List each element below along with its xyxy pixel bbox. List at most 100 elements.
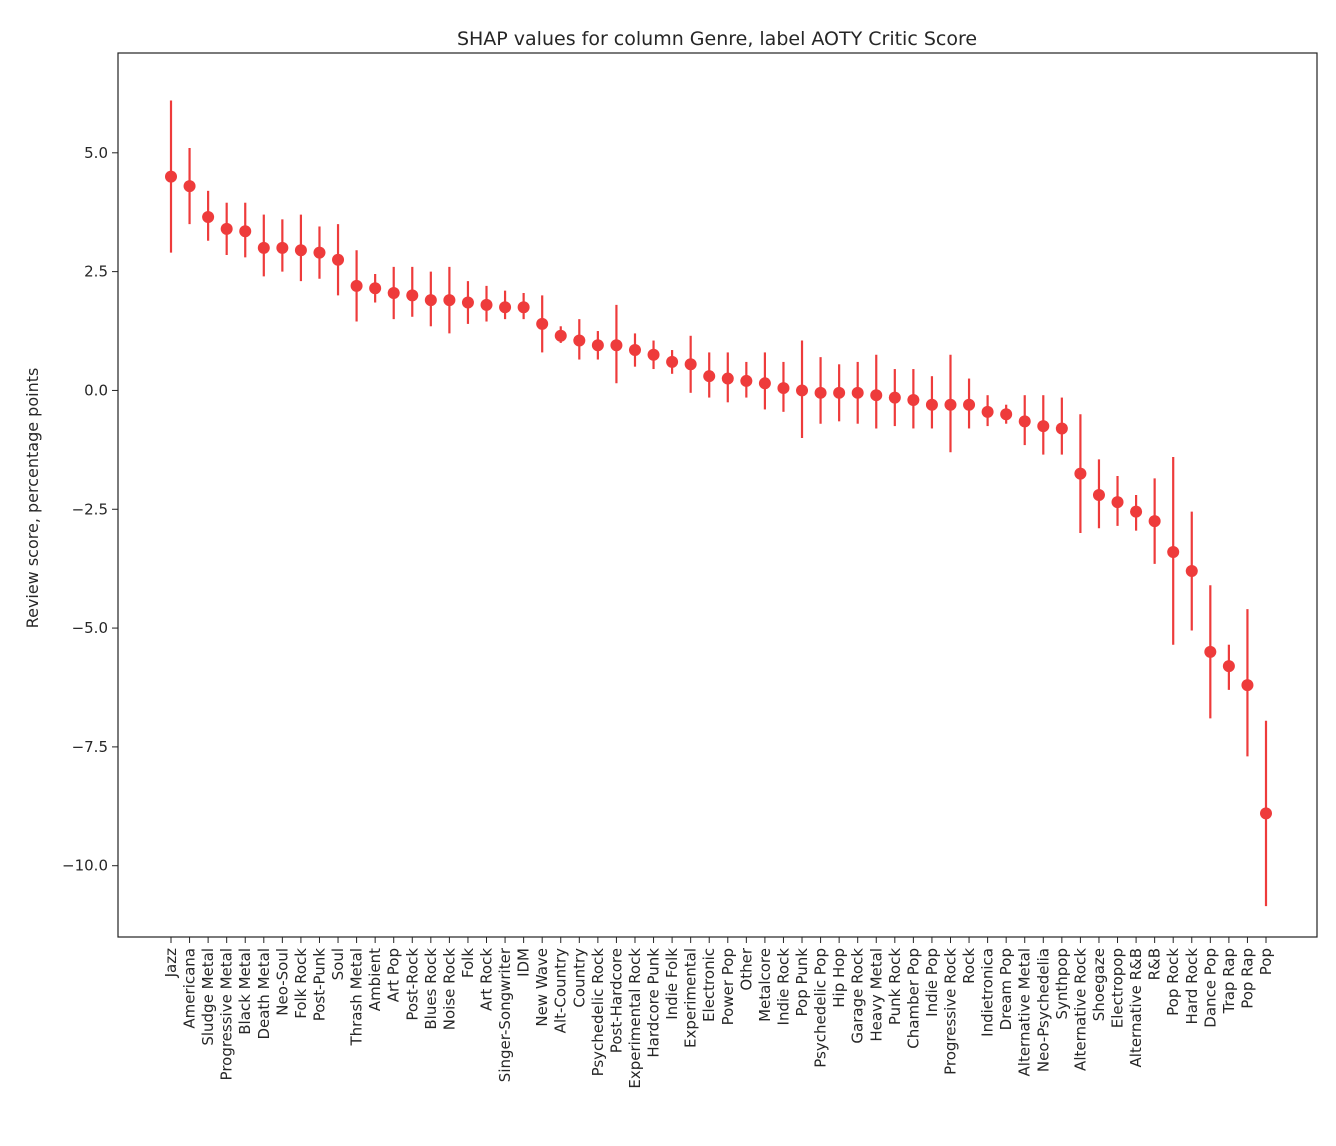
x-tick-label: Other [737, 947, 755, 990]
data-point [443, 294, 456, 307]
data-point [369, 282, 382, 295]
y-tick-label: 0.0 [84, 381, 108, 399]
x-tick-label: Heavy Metal [867, 948, 885, 1042]
y-tick-label: −10.0 [62, 857, 108, 875]
data-point [573, 334, 586, 347]
data-point [239, 225, 252, 238]
data-point [554, 329, 567, 342]
x-tick-label: Electronic [700, 948, 718, 1022]
x-tick-label: Indie Pop [923, 948, 941, 1017]
x-tick-label: Hip Hop [830, 948, 848, 1008]
x-tick-label: Garage Rock [849, 948, 867, 1044]
x-tick-label: Dance Pop [1201, 948, 1219, 1028]
x-tick-label: Post-Punk [310, 948, 328, 1022]
data-point [332, 253, 345, 266]
x-tick-label: Black Metal [236, 948, 254, 1035]
x-tick-label: New Wave [533, 948, 551, 1027]
data-point [1111, 496, 1124, 509]
x-tick-label: Pop Punk [793, 948, 811, 1017]
x-tick-label: Indietronica [979, 948, 997, 1037]
data-point [517, 301, 530, 314]
x-tick-label: Post-Hardcore [607, 948, 625, 1053]
data-point [721, 372, 734, 385]
data-point [183, 180, 196, 193]
x-tick-label: Death Metal [255, 948, 273, 1040]
y-axis-label: Review score, percentage points [23, 368, 42, 629]
data-marks [165, 100, 1272, 907]
x-tick-label: Indie Folk [663, 948, 681, 1020]
x-tick-label: Soul [329, 948, 347, 980]
x-tick-label: Alt-Country [552, 948, 570, 1033]
x-tick-label: Trap Rap [1220, 948, 1238, 1014]
data-point [758, 377, 771, 390]
x-tick-label: Indie Rock [774, 948, 792, 1026]
data-point [480, 298, 493, 311]
y-tick-label: 5.0 [84, 144, 108, 162]
data-point [610, 339, 623, 352]
data-point [499, 301, 512, 314]
data-point [628, 344, 641, 357]
x-tick-label: Experimental [682, 948, 700, 1048]
x-tick-label: Americana [181, 948, 199, 1029]
data-point [740, 374, 753, 387]
data-point [220, 222, 233, 235]
data-point [1241, 679, 1254, 692]
x-tick-label: IDM [515, 948, 533, 977]
x-tick-label: Rock [960, 948, 978, 984]
x-tick-label: Dream Pop [997, 948, 1015, 1030]
x-tick-label: Folk Rock [292, 948, 310, 1019]
y-tick-label: −7.5 [72, 738, 108, 756]
data-point [1092, 489, 1105, 501]
x-tick-label: Pop Rap [1238, 948, 1256, 1009]
x-tick-label: Synthpop [1053, 948, 1071, 1020]
data-point [1260, 807, 1272, 820]
data-point [461, 296, 474, 309]
data-point [944, 398, 957, 411]
y-tick-label: 2.5 [84, 263, 108, 281]
data-point [294, 244, 307, 257]
x-tick-label: Post-Rock [403, 948, 421, 1021]
data-point [313, 246, 326, 259]
x-tick-label: Experimental Rock [626, 948, 644, 1089]
x-tick-label: Shoegaze [1090, 948, 1108, 1021]
data-point [1018, 415, 1031, 428]
x-tick-label: Neo-Soul [273, 948, 291, 1016]
x-tick-label: Hardcore Punk [645, 948, 663, 1058]
data-point [202, 210, 215, 223]
data-point [1148, 515, 1161, 528]
data-point [777, 382, 790, 395]
x-tick-label: Electropop [1109, 948, 1127, 1028]
x-tick-label: Country [570, 948, 588, 1008]
data-point [647, 348, 660, 361]
data-point [666, 355, 679, 368]
y-axis: 5.0 2.5 0.0 −2.5 −5.0 −7.5 −10.0 [62, 144, 118, 875]
x-tick-label: Sludge Metal [199, 948, 217, 1046]
x-tick-label: Folk [459, 948, 477, 978]
data-point [1074, 467, 1087, 480]
data-point [833, 386, 846, 399]
data-point [1204, 645, 1217, 658]
x-tick-label: Ambient [366, 948, 384, 1011]
data-point [703, 370, 716, 383]
x-tick-label: Chamber Pop [904, 948, 922, 1049]
x-tick-label: Alternative Metal [1016, 948, 1034, 1076]
x-tick-label: Neo-Psychedelia [1034, 948, 1052, 1072]
data-point [796, 384, 809, 397]
data-point [1222, 660, 1235, 673]
data-point [907, 393, 920, 406]
x-tick-label: Noise Rock [440, 948, 458, 1031]
data-point [814, 386, 827, 399]
plot-frame [117, 52, 1318, 938]
data-point [1167, 546, 1180, 559]
x-tick-label: Singer-Songwriter [496, 947, 514, 1082]
x-tick-label: Alternative R&B [1127, 948, 1145, 1067]
x-tick-label: Progressive Metal [218, 948, 236, 1080]
data-point [1130, 505, 1143, 518]
data-point [424, 294, 437, 307]
data-point [1055, 422, 1068, 435]
data-point [350, 279, 363, 292]
x-tick-label: Jazz [162, 948, 180, 978]
data-point [591, 339, 604, 352]
x-tick-label: Blues Rock [422, 948, 440, 1030]
